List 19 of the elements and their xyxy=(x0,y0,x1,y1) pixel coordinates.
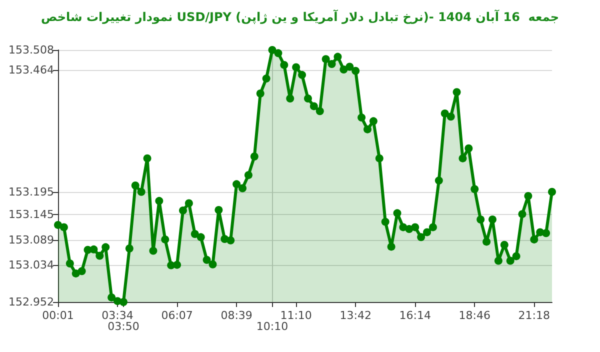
x-tick-label: 03:34 xyxy=(102,309,134,322)
x-tick-label: 08:39 xyxy=(220,309,252,322)
x-tick-label: 18:46 xyxy=(458,309,490,322)
y-tick-label: 153.034 xyxy=(8,258,54,272)
x-tick-label: 00:01 xyxy=(42,309,74,322)
x-tick-label: 11:10 xyxy=(280,309,312,322)
y-tick-label: 153.464 xyxy=(8,63,54,76)
y-tick-label: 153.145 xyxy=(8,208,54,222)
x-tick-label: 21:18 xyxy=(518,309,550,322)
x-tick-label: 13:42 xyxy=(340,309,372,322)
x-tick-label: 10:10 xyxy=(256,320,288,333)
x-tick-label: 16:14 xyxy=(399,309,431,322)
x-tick-label: 03:50 xyxy=(108,320,140,333)
chart-title: نمودار تغییرات شاخص USD/JPY (نرخ تبادل دلار آمریکا و ین ژاپن)- جمعه 16 آبان 1404 xyxy=(40,9,560,24)
y-tick-label: 153.508 xyxy=(8,44,54,56)
y-tick-label: 152.952 xyxy=(8,296,54,308)
x-tick-label: 06:07 xyxy=(161,309,193,322)
y-tick-label: 153.195 xyxy=(8,185,54,198)
y-tick-label: 153.089 xyxy=(8,233,54,246)
